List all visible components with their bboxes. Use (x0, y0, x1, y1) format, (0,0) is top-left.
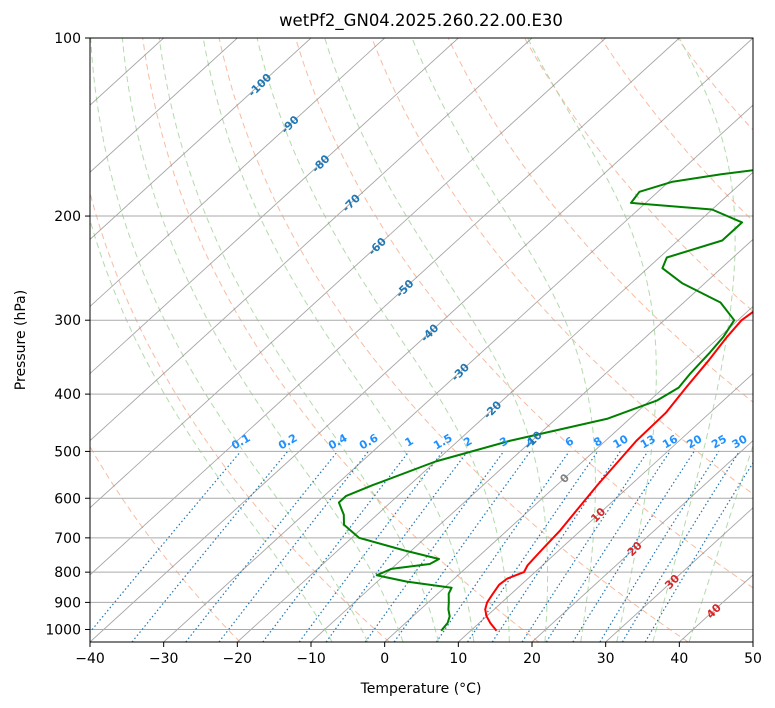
isotherm-line (605, 507, 753, 642)
temperature-line (484, 310, 753, 632)
mixing-ratio-line (131, 451, 289, 642)
mixing-ratio-line (467, 451, 599, 642)
mixing-ratio-line (521, 451, 649, 642)
y-tick-label: 100 (54, 31, 81, 47)
x-tick-label: 40 (670, 651, 688, 667)
moist-adiabat-line (688, 444, 753, 642)
x-tick-label: 10 (449, 651, 467, 667)
moist-adiabat-line (202, 38, 475, 642)
mixing-ratio-line (298, 451, 444, 642)
moist-adiabat-line (256, 38, 510, 642)
profile-lines (337, 169, 753, 632)
y-tick-label: 500 (54, 444, 81, 460)
y-tick-label: 400 (54, 387, 81, 403)
dewpoint-line (337, 169, 753, 632)
axes: −40 −30 −20 −10 0 10 20 30 40 50 100 200 300 400 500 60… (45, 31, 762, 667)
isotherm-line (310, 238, 753, 642)
mixing-ratio-line (621, 451, 740, 642)
x-tick-label: −10 (296, 651, 326, 667)
y-tick-label: 200 (54, 209, 81, 225)
x-axis-label: Temperature (°C) (360, 681, 482, 697)
dry-adiabat-line (90, 191, 390, 642)
y-tick-label: 700 (54, 531, 81, 547)
reference-lines (90, 38, 775, 642)
y-tick-label: 900 (54, 595, 81, 611)
mixing-ratio-line (185, 451, 339, 642)
isotherm-line (458, 372, 753, 642)
isotherm-line (90, 38, 238, 173)
mixing-ratio-line (545, 451, 671, 642)
dry-adiabat-line (371, 38, 753, 495)
isotherm-line (90, 38, 753, 642)
x-tick-label: 0 (380, 651, 389, 667)
y-axis-label: Pressure (hPa) (13, 290, 29, 390)
mixing-ratio-line (599, 451, 720, 642)
x-tick-label: 30 (597, 651, 615, 667)
dry-adiabat-line (218, 38, 689, 642)
isotherm-line (90, 38, 459, 375)
y-tick-label: 600 (54, 491, 81, 507)
mixing-ratio-line (364, 451, 505, 642)
mixing-ratio-line (393, 451, 531, 642)
isotherm-line (384, 305, 753, 642)
isotherm-line (90, 38, 680, 576)
isotherm-line (163, 104, 753, 642)
dry-adiabat-line (447, 38, 753, 403)
chart-title: wetPf2_GN04.2025.260.22.00.E30 (279, 11, 563, 31)
x-tick-label: 20 (523, 651, 541, 667)
mixing-ratio-line (90, 451, 242, 633)
y-tick-label: 800 (54, 565, 81, 581)
x-tick-label: −40 (75, 651, 105, 667)
isotherm-line (90, 38, 385, 308)
isotherm-line (531, 440, 753, 642)
x-tick-label: −30 (149, 651, 179, 667)
plot-frame (89, 37, 754, 643)
dry-adiabat-line (524, 38, 753, 313)
x-tick-label: 50 (744, 651, 762, 667)
mixing-ratio-line (262, 451, 410, 642)
isotherm-line (90, 38, 533, 442)
isotherm-line (237, 171, 753, 642)
y-tick-label: 300 (54, 313, 81, 329)
x-tick-label: −20 (223, 651, 253, 667)
moist-adiabat-line (90, 38, 369, 642)
mixing-ratio-line (325, 451, 468, 642)
moist-adiabat-line (90, 218, 333, 642)
dry-adiabat-line (754, 38, 775, 642)
y-tick-label: 1000 (45, 622, 81, 638)
moist-adiabat-line (324, 38, 549, 642)
isotherm-line (90, 38, 312, 240)
isotherm-line (90, 38, 606, 509)
moist-adiabat-line (652, 38, 736, 642)
isotherm-line (752, 641, 753, 642)
mixing-ratio-line (435, 451, 570, 642)
moist-adiabat-line (121, 38, 404, 642)
dry-adiabat-line (295, 38, 753, 589)
